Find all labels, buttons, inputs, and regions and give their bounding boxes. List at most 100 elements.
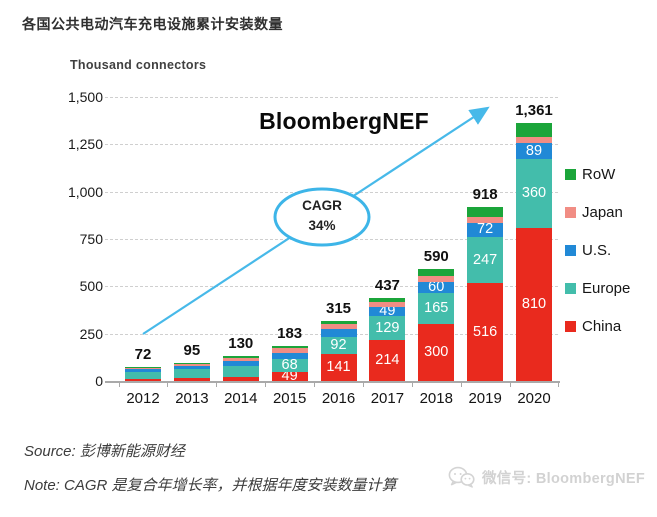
bar-segment-value: 60 [428,279,445,296]
bar-total-label: 95 [183,342,201,359]
bar-total-label: 918 [472,186,498,204]
x-axis-tick [460,383,462,387]
bar-segment-row [516,123,552,138]
bar-segment-value: 68 [281,357,298,374]
bar-segment-value: 49 [281,368,298,385]
x-axis-tick [216,383,218,387]
bar-segment-china: 49 [271,368,308,385]
x-axis-tick [362,383,364,387]
legend-item-europe: Europe [565,280,630,297]
y-axis-tick-label: 1,250 [67,136,103,153]
bar-segment-japan [320,324,357,330]
bar-segment-japan [516,137,552,143]
x-axis-category-label: 2014 [224,390,258,407]
bar-segment-china: 214 [369,340,406,381]
x-axis-tick [118,383,120,387]
bar-segment-us [173,366,210,370]
bar-segment-japan [369,301,406,307]
bar-total-label: 183 [277,325,303,343]
bar-segment-us [125,369,161,372]
legend-item-us: U.S. [565,242,630,259]
wechat-footer: 微信号: BloombergNEF [448,466,645,488]
bar-segment-europe: 92 [320,336,357,355]
bar-total-label: 72 [134,346,152,364]
y-axis-tick-label: 250 [79,325,103,342]
x-axis-tick [314,383,315,387]
y-axis-tick-label: 500 [79,278,103,295]
bar-segment-row [173,363,210,364]
bar-segment-row [222,356,259,358]
bar-segment-us: 89 [516,142,552,160]
bar-segment-japan [271,348,308,354]
legend-label: China [582,318,622,335]
x-axis-category-label: 2015 [272,390,307,407]
bar-total-label: 437 [374,277,400,295]
legend-label: Japan [582,204,623,221]
bar-total-label: 590 [423,248,449,266]
bar-segment-row [320,321,357,325]
bar-total-label: 130 [228,335,254,353]
legend-label: RoW [582,166,616,183]
axis-unit-label: Thousand connectors [70,58,207,72]
bar-segment-china [222,376,259,381]
bar-segment-china: 300 [418,324,455,381]
legend-label: Europe [582,280,631,297]
y-axis-tick-label: 1,500 [67,89,103,105]
x-axis-category-label: 2016 [321,390,356,407]
legend-color-swatch [565,321,576,332]
x-axis-tick [265,383,267,387]
bar-segment-china: 810 [516,227,552,381]
bar-segment-europe [222,365,259,377]
bar-segment-europe [173,369,210,378]
cagr-label: CAGR [302,198,342,213]
x-axis-category-label: 2013 [175,390,209,407]
gridline [105,97,558,98]
x-axis-category-label: 2020 [517,390,551,407]
bar-segment-china [173,377,210,381]
gridline [105,144,558,146]
legend-item-row: RoW [565,166,630,183]
legend-item-japan: Japan [565,204,630,221]
legend-label: U.S. [582,242,612,259]
bar-segment-china: 516 [467,283,504,381]
chart-legend: RoW Japan U.S. Europe China [565,166,630,335]
bar-segment-us: 60 [418,279,455,296]
bar-segment-value: 129 [375,320,400,336]
bar-segment-europe [125,371,161,379]
bar-segment-value: 165 [424,300,449,317]
x-axis-tick [167,383,169,387]
bar-segment-us: 72 [467,222,504,237]
bar-segment-row [369,298,406,302]
x-axis-line [105,381,560,383]
bar-total-label: 1,361 [515,102,553,120]
page-title: 各国公共电动汽车充电设施累计安装数量 [22,16,283,32]
bar-segment-row [418,269,455,277]
watermark-text: BloombergNEF [259,108,429,134]
bar-segment-europe: 68 [271,357,308,374]
bar-segment-europe: 165 [418,292,455,325]
bar-segment-us: 49 [369,304,406,318]
x-axis-category-label: 2018 [419,390,453,407]
bar-segment-europe: 129 [369,316,406,341]
x-axis-category-label: 2017 [370,390,405,407]
x-axis-tick [411,383,413,387]
bar-segment-row [467,207,504,218]
cagr-note: Note: CAGR 是复合年增长率，并根据年度安装数量计算 [24,477,397,494]
legend-color-swatch [565,207,576,218]
wechat-icon [448,466,475,488]
y-axis-tick-label: 1,000 [67,183,103,200]
bar-segment-value: 214 [375,352,400,369]
bar-segment-value: 300 [424,344,449,361]
wechat-id-label: 微信号: BloombergNEF [482,470,645,487]
x-axis-category-label: 2019 [468,390,502,407]
bar-segment-value: 247 [473,251,498,268]
bar-segment-europe: 360 [516,159,552,228]
bar-segment-japan [222,357,259,362]
cagr-annotation: CAGR 34% [275,196,369,235]
bar-segment-us [320,329,357,337]
cagr-value: 34% [308,217,336,233]
bar-segment-us [271,353,308,359]
bar-segment-japan [125,367,161,370]
x-axis-tick [509,383,511,387]
